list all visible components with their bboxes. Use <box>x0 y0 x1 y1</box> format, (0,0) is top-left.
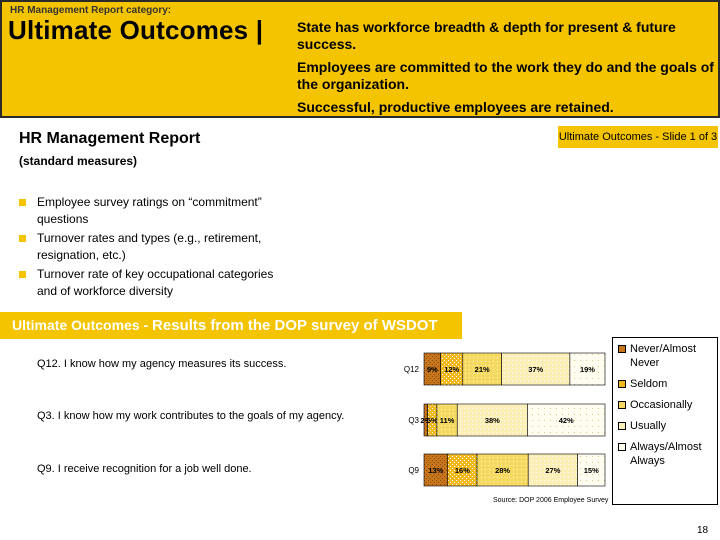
legend-swatch <box>618 380 626 388</box>
data-label: 13% <box>428 466 443 475</box>
data-label: 19% <box>580 365 595 374</box>
section-band-part2: Results from the DOP survey of WSDOT <box>152 317 438 334</box>
bar-segment <box>447 453 478 487</box>
question-q12: Q12. I know how my agency measures its s… <box>37 358 287 370</box>
data-label: 28% <box>495 466 510 475</box>
bar-segment <box>577 453 606 487</box>
data-label: 16% <box>455 466 470 475</box>
stacked-bar-chart: Q12 9% 12% 21% 37% 19% Q3 2%5% 11% 38% 42% Q9 13% 16%… <box>404 352 606 487</box>
measures-list: Employee survey ratings on “commitment” … <box>18 194 288 302</box>
square-bullet-icon <box>19 199 26 206</box>
list-item-text: Turnover rates and types (e.g., retireme… <box>37 231 262 262</box>
chart-source: Source: DOP 2006 Employee Survey <box>493 497 609 504</box>
legend-swatch <box>618 422 626 430</box>
legend-item-seldom: Seldom <box>618 377 714 391</box>
report-title: HR Management Report <box>19 130 201 147</box>
legend-item-usually: Usually <box>618 419 714 433</box>
banner-statements: State has workforce breadth & depth for … <box>297 19 717 122</box>
category-label: Q3 <box>408 416 419 425</box>
legend-swatch <box>618 401 626 409</box>
bar-segment <box>476 453 529 487</box>
square-bullet-icon <box>19 235 26 242</box>
bar-segment <box>527 453 578 487</box>
question-q3: Q3. I know how my work contributes to th… <box>37 410 345 422</box>
question-q9: Q9. I receive recognition for a job well… <box>37 463 252 475</box>
section-band: Ultimate Outcomes - Results from the DOP… <box>0 312 462 339</box>
section-band-title: Ultimate Outcomes - Results from the DOP… <box>12 317 438 334</box>
report-subtitle: (standard measures) <box>19 154 138 168</box>
data-label: 9% <box>427 365 438 374</box>
list-item-text: Turnover rate of key occupational catego… <box>37 267 274 298</box>
data-label: 5% <box>427 416 438 425</box>
header-banner: HR Management Report category: Ultimate … <box>0 0 720 118</box>
list-item: Turnover rates and types (e.g., retireme… <box>18 230 288 264</box>
legend-swatch <box>618 443 626 451</box>
bar-segment <box>527 403 606 437</box>
report-category-label: HR Management Report category: <box>10 5 172 16</box>
legend-label: Never/Almost Never <box>630 343 697 369</box>
section-band-part1: Ultimate Outcomes - <box>12 317 153 333</box>
legend-label: Occasionally <box>630 399 693 411</box>
data-label: 11% <box>440 416 455 425</box>
data-label: 27% <box>545 466 560 475</box>
page-number: 18 <box>697 525 709 536</box>
data-label: 42% <box>559 416 574 425</box>
category-label: Q9 <box>408 466 419 475</box>
legend-label: Seldom <box>630 378 668 390</box>
bar-segment <box>456 403 528 437</box>
list-item-text: Employee survey ratings on “commitment” … <box>37 195 262 226</box>
data-label: 38% <box>485 416 500 425</box>
list-item: Turnover rate of key occupational catego… <box>18 266 288 300</box>
bar-segment <box>462 352 502 386</box>
data-label: 21% <box>475 365 490 374</box>
chart-legend: Never/Almost Never Seldom Occasionally U… <box>612 337 718 505</box>
category-label: Q12 <box>404 365 420 374</box>
data-label: 15% <box>584 466 599 475</box>
square-bullet-icon <box>19 271 26 278</box>
legend-swatch <box>618 345 626 353</box>
list-item: Employee survey ratings on “commitment” … <box>18 194 288 228</box>
data-label: 37% <box>528 365 543 374</box>
bar-segment <box>569 352 606 386</box>
legend-label: Usually <box>630 420 667 432</box>
legend-item-never: Never/Almost Never <box>618 342 714 370</box>
legend-label: Always/Almost Always <box>630 441 702 467</box>
data-label: 2% <box>420 416 431 425</box>
data-label: 12% <box>444 365 459 374</box>
banner-title: Ultimate Outcomes | <box>8 15 264 45</box>
banner-statement: State has workforce breadth & depth for … <box>297 19 676 52</box>
bar-segment <box>501 352 571 386</box>
banner-statement: Successful, productive employees are ret… <box>297 99 614 115</box>
legend-item-occasionally: Occasionally <box>618 398 714 412</box>
slide-badge: Ultimate Outcomes - Slide 1 of 3 <box>558 126 718 148</box>
banner-statement: Employees are committed to the work they… <box>297 59 714 92</box>
legend-item-always: Always/Almost Always <box>618 440 714 468</box>
